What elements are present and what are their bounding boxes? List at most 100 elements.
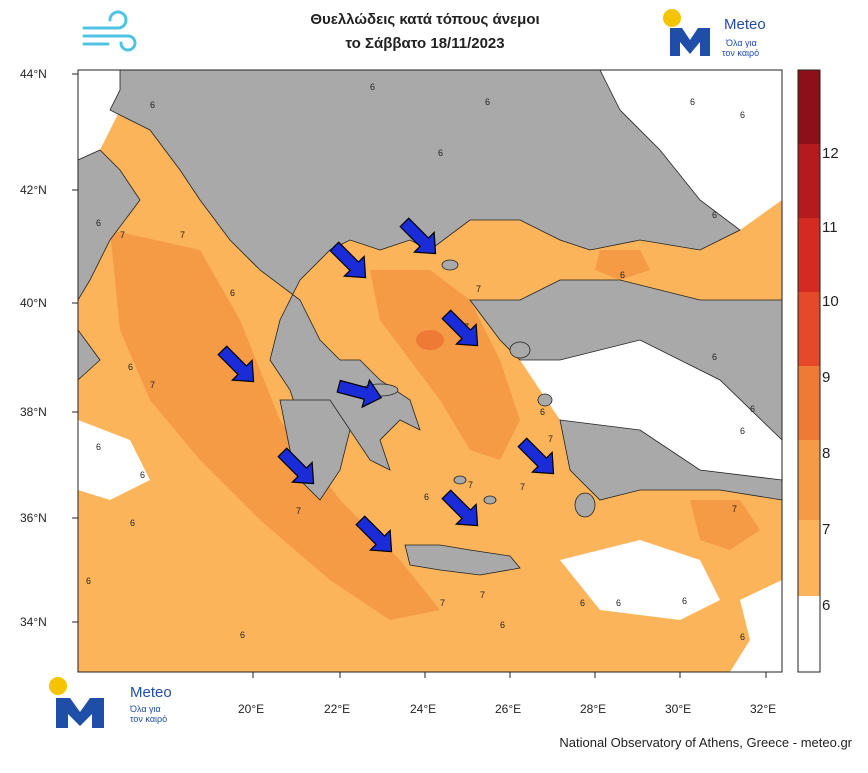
crete-island <box>404 544 521 576</box>
italy-landmass <box>78 149 141 301</box>
wind-direction-arrow-icon <box>517 437 555 475</box>
contour-label: 6 <box>370 82 375 92</box>
gust-band-7-8 <box>595 250 650 280</box>
contour-label: 6 <box>140 470 145 480</box>
contour-label: 6 <box>86 576 91 586</box>
anatolia-south-coast <box>559 419 782 501</box>
contour-label: 7 <box>732 504 737 514</box>
lon-tick-label: 24°E <box>410 702 436 716</box>
colorbar-segment <box>798 70 820 144</box>
latitude-axis: 44°N 42°N 40°N 38°N 36°N 34°N <box>20 67 78 629</box>
contour-label: 7 <box>468 480 473 490</box>
colorbar-segment <box>798 520 820 596</box>
longitude-axis: 20°E 22°E 24°E 26°E 28°E 30°E 32°E <box>238 672 776 716</box>
contour-label: 6 <box>96 442 101 452</box>
lon-tick-label: 32°E <box>750 702 776 716</box>
title-line-2: το Σάββατο 18/11/2023 <box>345 35 505 52</box>
colorbar-segment <box>798 596 820 672</box>
lat-tick-label: 38°N <box>20 405 47 419</box>
contour-label: 6 <box>230 288 235 298</box>
contour-label: 6 <box>424 492 429 502</box>
colorbar-segment <box>798 440 820 520</box>
wind-direction-arrow-icon <box>336 378 383 409</box>
colorbar-label: 10 <box>822 293 839 310</box>
title-line-1: Θυελλώδεις κατά τόπους άνεμοι <box>310 11 540 28</box>
calm-area <box>520 340 782 480</box>
lon-tick-label: 30°E <box>665 702 691 716</box>
colorbar-label: 8 <box>822 445 830 462</box>
contour-label: 6 <box>438 148 443 158</box>
contour-label: 7 <box>480 590 485 600</box>
colorbar-segment <box>798 218 820 292</box>
contour-label: 7 <box>476 284 481 294</box>
anatolia-landmass <box>469 279 782 441</box>
colorbar-border <box>797 69 821 673</box>
contour-label: 6 <box>750 404 755 414</box>
lon-tick-label: 26°E <box>495 702 521 716</box>
lat-tick-label: 40°N <box>20 296 47 310</box>
wind-icon <box>78 6 142 64</box>
colorbar-segment <box>798 144 820 218</box>
contour-label: 6 <box>150 100 155 110</box>
colorbar-label: 7 <box>822 521 830 538</box>
contour-label: 7 <box>180 230 185 240</box>
brand-tagline-1: Όλα για <box>726 38 757 48</box>
map-area: 6 6 6 6 6 6 6 7 7 6 6 7 6 6 7 6 6 6 7 7 … <box>78 70 782 672</box>
wind-direction-arrow-icon <box>329 241 367 279</box>
meteo-logo-bottom: Meteo Όλα για τον καιρό <box>44 676 184 736</box>
lat-tick-label: 44°N <box>20 67 47 81</box>
brand-name: Meteo <box>130 684 172 701</box>
gust-band-7-8 <box>690 500 760 550</box>
thasos-island <box>441 259 459 271</box>
lat-tick-label: 34°N <box>20 615 47 629</box>
contour-label: 6 <box>712 352 717 362</box>
contour-label: 6 <box>682 596 687 606</box>
cyclades-island <box>453 475 467 485</box>
wind-direction-arrow-icon <box>399 217 437 255</box>
rhodes-island <box>574 492 596 518</box>
contour-label: 7 <box>150 380 155 390</box>
brand-name: Meteo <box>724 16 766 33</box>
contour-label: 6 <box>240 630 245 640</box>
meteo-logo-top: Meteo Όλα για τον καιρό <box>660 6 780 66</box>
contour-label: 7 <box>548 434 553 444</box>
credit-text: National Observatory of Athens, Greece -… <box>559 735 852 750</box>
brand-tagline-1: Όλα για <box>130 704 161 714</box>
meteo-logo-icon <box>663 9 710 56</box>
calm-area <box>600 70 782 230</box>
wind-direction-arrow-icon <box>277 447 315 485</box>
contour-label: 6 <box>712 210 717 220</box>
gust-band-7-8 <box>110 230 440 620</box>
calm-area <box>78 420 150 500</box>
lesvos-island <box>509 341 531 359</box>
colorbar-label: 6 <box>822 597 830 614</box>
contour-label: 7 <box>120 230 125 240</box>
map-border <box>77 69 783 673</box>
contour-label: 6 <box>690 97 695 107</box>
wind-direction-arrow-icon <box>217 345 255 383</box>
contour-label: 6 <box>128 362 133 372</box>
gust-band-7-8 <box>370 270 520 460</box>
contour-label: 6 <box>580 598 585 608</box>
contour-label: 7 <box>520 482 525 492</box>
brand-tagline-2: τον καιρό <box>722 48 760 58</box>
contour-label: 6 <box>740 632 745 642</box>
contour-label: 6 <box>616 598 621 608</box>
lat-tick-label: 42°N <box>20 183 47 197</box>
meteo-logo-icon <box>49 677 104 728</box>
lon-tick-label: 22°E <box>324 702 350 716</box>
contour-label: 6 <box>500 620 505 630</box>
wind-direction-arrow-icon <box>441 489 479 527</box>
contour-label: 6 <box>130 518 135 528</box>
contour-label: 7 <box>296 506 301 516</box>
contour-label: 7 <box>440 598 445 608</box>
map-title: Θυελλώδεις κατά τόπους άνεμοι το Σάββατο… <box>200 8 650 64</box>
gust-core-8-9 <box>416 330 444 350</box>
colorbar-label: 9 <box>822 369 830 386</box>
lon-tick-label: 20°E <box>238 702 264 716</box>
colorbar: 12 11 10 9 8 7 6 <box>797 69 839 673</box>
colorbar-segment <box>798 292 820 366</box>
cyclades-island <box>483 495 497 505</box>
contour-label: 6 <box>485 97 490 107</box>
